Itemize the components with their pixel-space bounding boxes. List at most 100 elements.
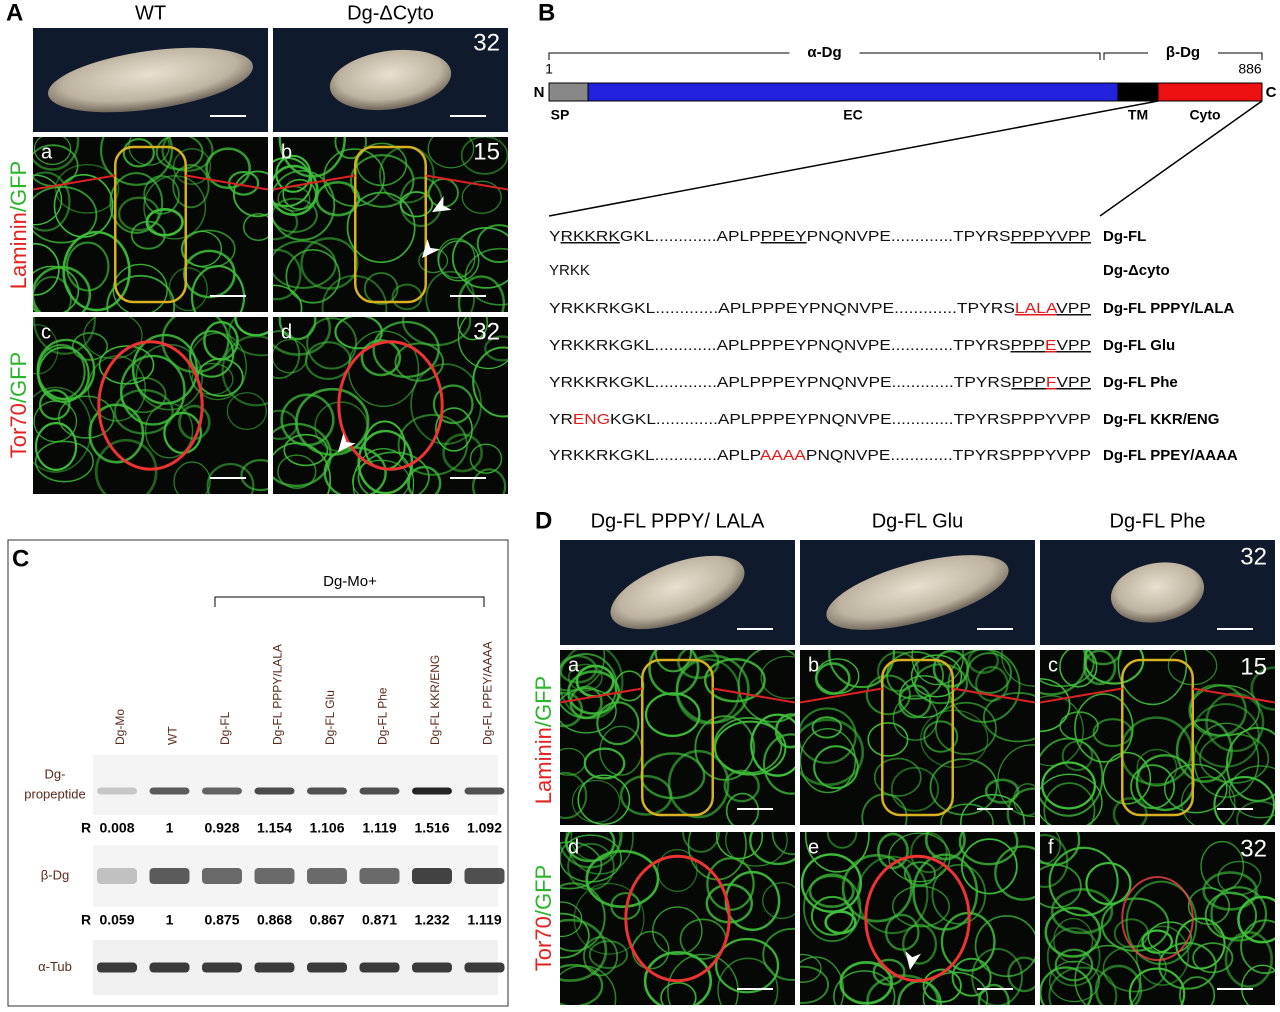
cell	[1225, 726, 1275, 802]
sublabel: f	[1048, 836, 1054, 858]
cell	[1250, 666, 1275, 711]
stage-number: 15	[1240, 653, 1267, 680]
band	[359, 962, 400, 973]
ratio-value: 1.119	[362, 820, 396, 836]
cell	[228, 317, 268, 357]
marker-label: Laminin	[6, 212, 31, 289]
cell	[902, 923, 938, 965]
cell	[583, 936, 619, 977]
cell	[33, 137, 80, 171]
basement-membrane	[1040, 687, 1123, 704]
cell	[1094, 964, 1143, 1005]
cell	[334, 317, 383, 350]
cell	[191, 362, 234, 396]
cell	[119, 354, 186, 426]
band	[412, 962, 452, 973]
sequence-segment: PNQNVPE.............TPYRS	[807, 228, 1011, 245]
cell	[967, 650, 1000, 674]
cell	[1187, 887, 1230, 925]
ratio-value: 1.232	[414, 912, 449, 928]
arrowhead	[432, 196, 452, 212]
cell	[394, 342, 445, 382]
cell	[1178, 976, 1216, 1005]
cell	[891, 885, 950, 928]
cell	[800, 707, 857, 764]
cell	[565, 832, 634, 875]
cell	[55, 163, 120, 214]
region-bracket	[548, 52, 1101, 60]
blot-label: propeptide	[24, 786, 85, 801]
ratio-value: 1.092	[467, 820, 502, 836]
cell	[180, 230, 223, 268]
ratio-value: 1.119	[467, 912, 501, 928]
cell	[190, 264, 246, 312]
cell	[117, 196, 160, 232]
panel-c-frame	[7, 539, 509, 1007]
cell	[33, 137, 72, 166]
cell	[273, 164, 319, 217]
cell	[273, 284, 303, 312]
cell	[277, 454, 317, 489]
lane-label: Dg-FL PPEY/AAAA	[481, 641, 495, 745]
basement-membrane	[185, 174, 268, 191]
cell	[273, 156, 313, 208]
cell	[273, 169, 336, 241]
cell	[33, 276, 72, 312]
cell	[808, 874, 855, 908]
band	[254, 962, 295, 973]
sequence: YRKKRKGKL.............APLPPPEYPNQNVPE...…	[549, 337, 1091, 354]
cell	[285, 248, 341, 304]
sequence-segment: PPPYVPP	[1011, 228, 1091, 245]
cell	[457, 317, 489, 341]
cell	[62, 230, 131, 312]
region-label: β-Dg	[1166, 44, 1200, 61]
cell	[1163, 763, 1228, 814]
panel-label: D	[535, 507, 552, 534]
cell	[464, 247, 508, 306]
blot-label: Dg-	[45, 766, 66, 781]
cell	[974, 915, 1035, 978]
domain-label: SP	[551, 107, 570, 123]
cell	[922, 971, 989, 1005]
cell	[36, 338, 96, 401]
cell	[682, 832, 721, 853]
cell	[886, 650, 944, 700]
embryo-image	[560, 540, 795, 645]
cell	[1199, 733, 1270, 784]
domain	[587, 82, 1119, 102]
cell	[1210, 886, 1268, 942]
embryo-image	[1040, 540, 1275, 645]
cell	[923, 720, 959, 753]
cell	[1040, 678, 1071, 733]
notochord	[337, 340, 444, 471]
cell	[560, 882, 606, 952]
stage-number: 32	[473, 318, 500, 345]
cell	[109, 172, 164, 234]
cell	[469, 443, 503, 474]
band	[412, 868, 452, 884]
zoom-line	[1099, 100, 1263, 217]
cell	[560, 901, 583, 938]
arrowhead	[905, 950, 922, 970]
cell	[723, 769, 760, 803]
sequence: YRKKRKGKL.............APLPPPEYPNQNVPE...…	[549, 374, 1091, 391]
band	[202, 787, 242, 795]
sequence-segment: LALA	[1015, 300, 1058, 317]
cell	[1054, 948, 1094, 982]
stain-label: /GFP	[531, 676, 556, 727]
sequence-segment: AAAA	[760, 447, 806, 464]
panel-label: C	[12, 545, 29, 572]
cell	[143, 175, 207, 240]
ratio-value: 1.106	[309, 820, 344, 836]
cell	[94, 438, 158, 494]
cell	[1102, 945, 1168, 993]
cell	[865, 674, 911, 716]
cell	[596, 701, 640, 746]
sequence: YRKKRKGKL.............APLP AAAA PNQNVPE...…	[549, 447, 1091, 464]
cell	[306, 317, 358, 370]
column-header: Dg-FL Phe	[1110, 510, 1206, 532]
row-label: Tor70/GFP	[531, 865, 556, 971]
cell	[873, 757, 922, 797]
sublabel: c	[1048, 654, 1058, 676]
band	[359, 868, 400, 884]
